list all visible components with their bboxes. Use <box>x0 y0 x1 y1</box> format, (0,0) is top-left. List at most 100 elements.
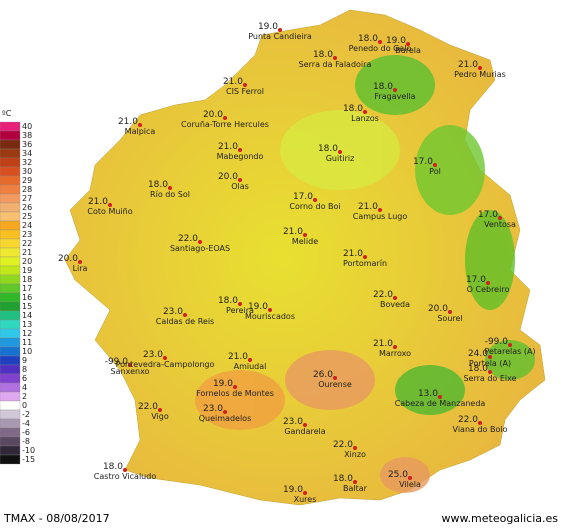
station-dot <box>108 203 112 207</box>
station-dot <box>333 376 337 380</box>
station-name: Pedro Murias <box>454 70 506 79</box>
legend-label: 11 <box>22 338 32 347</box>
legend-swatch <box>0 319 21 330</box>
station-name: Gandarela <box>284 427 325 436</box>
legend-unit: ºC <box>2 109 12 118</box>
station-dot <box>233 385 237 389</box>
station-value: 19.0 <box>386 36 406 46</box>
legend-swatch <box>0 301 21 312</box>
legend-swatch <box>0 346 21 357</box>
station-name: Punta Candieira <box>248 32 312 41</box>
station-dot <box>313 198 317 202</box>
legend-swatch <box>0 130 21 141</box>
station-name: Xures <box>294 495 317 504</box>
station-name: Lanzos <box>351 114 379 123</box>
footer-left: TMAX - 08/08/2017 <box>3 512 110 525</box>
station-name: Coruña-Torre Hercules <box>181 120 269 129</box>
station-name: Vilela <box>399 480 421 489</box>
station-value: 19.0 <box>283 485 303 495</box>
station-dot <box>238 148 242 152</box>
station-name: Serra da Faladoira <box>299 60 372 69</box>
station-value: 21.0 <box>223 77 243 87</box>
legend-label: 23 <box>22 230 32 239</box>
station-dot <box>243 83 247 87</box>
station-value: 23.0 <box>283 417 303 427</box>
legend-label: 25 <box>22 212 32 221</box>
station-dot <box>123 468 127 472</box>
station-value: 21.0 <box>88 197 108 207</box>
station-value: 22.0 <box>458 415 478 425</box>
legend-swatch <box>0 310 21 321</box>
station-value: 18.0 <box>313 50 333 60</box>
station-dot <box>338 150 342 154</box>
station-value: 17.0 <box>293 192 313 202</box>
legend-label: -2 <box>22 410 30 419</box>
station-value: 17.0 <box>413 157 433 167</box>
station-name: Pol <box>429 167 441 176</box>
legend-label: 8 <box>22 365 27 374</box>
station-value: 18.0 <box>373 82 393 92</box>
station-dot <box>198 240 202 244</box>
station-name: Mouriscados <box>245 312 295 321</box>
station-value: 20.0 <box>203 110 223 120</box>
footer-right: www.meteogalicia.es <box>442 512 559 525</box>
legend-swatch <box>0 436 21 447</box>
station-dot <box>393 345 397 349</box>
legend-swatch <box>0 427 21 438</box>
station-name: Boveda <box>380 300 410 309</box>
legend-swatch <box>0 256 21 267</box>
legend-label: 22 <box>22 239 32 248</box>
station-value: -99.0 <box>485 337 509 347</box>
legend-swatch <box>0 148 21 159</box>
legend-label: -4 <box>22 419 30 428</box>
station-value: 22.0 <box>178 234 198 244</box>
station-value: 21.0 <box>458 60 478 70</box>
station-value: 17.0 <box>466 275 486 285</box>
legend: ºC40383634323029282726252423222120191817… <box>0 109 35 465</box>
station-dot <box>448 310 452 314</box>
station-value: 13.0 <box>418 389 438 399</box>
station-value: 23.0 <box>143 350 163 360</box>
station-name: Serra do Eixe <box>463 374 516 383</box>
station-name: Campus Lugo <box>353 212 408 221</box>
station-dot <box>508 343 512 347</box>
legend-swatch <box>0 418 21 429</box>
legend-label: 14 <box>22 311 32 320</box>
station-dot <box>393 88 397 92</box>
legend-swatch <box>0 274 21 285</box>
legend-label: 21 <box>22 248 32 257</box>
legend-swatch <box>0 328 21 339</box>
legend-label: 29 <box>22 176 32 185</box>
station-name: Sourel <box>437 314 462 323</box>
legend-swatch <box>0 184 21 195</box>
legend-swatch <box>0 175 21 186</box>
station-value: 18.0 <box>318 144 338 154</box>
legend-swatch <box>0 265 21 276</box>
station-name: Pontevedra-Campolongo <box>116 360 215 369</box>
station-name: Viana do Bolo <box>453 425 508 434</box>
station-name: Santiago-EOAS <box>170 244 230 253</box>
station-value: 19.0 <box>213 379 233 389</box>
station-dot <box>408 476 412 480</box>
legend-label: 0 <box>22 401 27 410</box>
station-name: Malpica <box>125 127 156 136</box>
